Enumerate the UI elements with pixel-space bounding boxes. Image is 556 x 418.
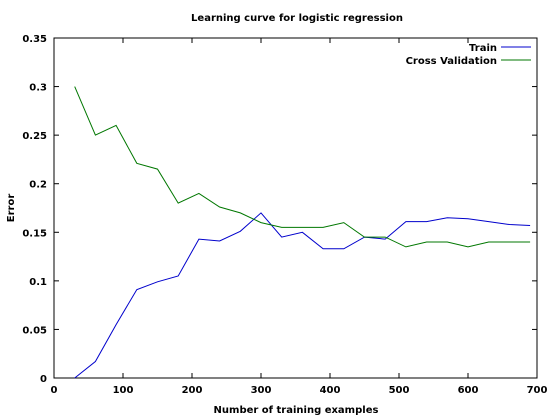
y-tick-label: 0 xyxy=(40,374,47,385)
x-tick-label: 700 xyxy=(527,385,548,396)
y-tick-label: 0.2 xyxy=(29,180,47,191)
legend-label-train: Train xyxy=(469,43,497,54)
x-tick-label: 200 xyxy=(182,385,203,396)
y-tick-label: 0.3 xyxy=(29,83,47,94)
x-axis-label: Number of training examples xyxy=(214,405,379,416)
x-tick-label: 100 xyxy=(113,385,134,396)
axis-ticks: 0 100 200 300 400 500 600 700 0 0.05 0.1 0.15 0.2 0.2… xyxy=(22,34,547,396)
x-tick-label: 400 xyxy=(320,385,341,396)
y-axis-label: Error xyxy=(6,194,17,223)
y-tick-label: 0.05 xyxy=(22,325,47,336)
chart-title: Learning curve for logistic regression xyxy=(191,13,403,24)
legend: Train Cross Validation xyxy=(406,43,531,67)
x-tick-label: 0 xyxy=(51,385,58,396)
y-tick-label: 0.15 xyxy=(22,228,47,239)
series-lines xyxy=(74,86,531,379)
plot-frame xyxy=(53,37,538,379)
legend-label-cross-validation: Cross Validation xyxy=(406,56,497,67)
x-tick-label: 300 xyxy=(251,385,272,396)
y-tick-label: 0.25 xyxy=(22,131,47,142)
x-tick-label: 600 xyxy=(458,385,479,396)
y-tick-label: 0.35 xyxy=(22,34,47,45)
series-line-cross-validation xyxy=(74,86,531,248)
series-line-train xyxy=(74,212,531,379)
y-tick-label: 0.1 xyxy=(29,277,47,288)
x-tick-label: 500 xyxy=(389,385,410,396)
